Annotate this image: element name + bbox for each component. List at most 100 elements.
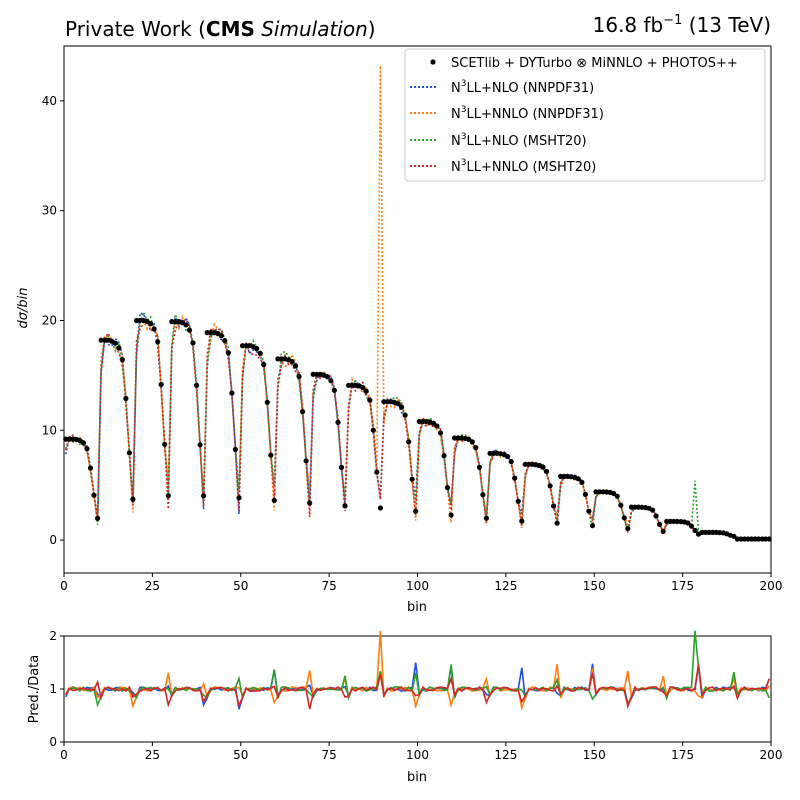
data-point [257,350,263,356]
data-point [437,430,444,436]
ratio-y-axis-label: Pred./Data [27,655,42,723]
x-tick-label: 100 [406,579,429,593]
x-tick-label: 175 [671,579,694,593]
header-left-title: Private Work (CMS Simulation) [65,17,376,41]
data-point [289,358,295,365]
data-point [543,468,550,475]
data-point [229,390,235,396]
data-point [660,528,666,535]
data-point [476,464,482,470]
data-point [611,490,617,497]
data-point [151,326,157,332]
data-point [434,423,440,429]
main-y-ticks: 0 10 20 30 40 [42,94,64,547]
legend-label-msht-nnlo: N3LL+NNLO (MSHT20) [451,158,596,175]
data-point [448,512,454,518]
data-point [225,350,231,356]
data-point [239,343,246,349]
x-tick-label: 200 [760,579,783,593]
x-tick-label: 50 [233,579,248,593]
data-point [331,387,337,393]
data-point [621,515,627,521]
y-tick-label: 10 [42,423,57,437]
x-tick-label: 0 [60,748,68,762]
data-point [593,489,599,495]
data-point [508,459,514,465]
legend-box [404,48,766,182]
data-point [618,502,624,508]
data-point [186,327,193,333]
header-suffix: ) [368,17,376,41]
data-point [441,453,447,459]
data-point [264,399,270,405]
data-point [381,399,387,405]
ratio-line-3 [65,630,770,708]
data-point [218,333,224,339]
data-point [745,536,751,542]
data-point [126,450,132,456]
data-point [515,498,521,504]
legend: SCETlib + DYTurbo ⊗ MiNNLO + PHOTOS++ N3… [404,48,766,182]
data-point [91,492,97,498]
data-point [756,536,762,542]
x-tick-label: 75 [321,579,336,593]
data-point [155,339,161,345]
main-y-axis-label: dσ/bin [16,288,31,329]
data-point [148,321,154,327]
main-data-points [63,317,772,542]
data-point [119,357,125,363]
legend-marker-data [430,59,436,65]
data-point [367,397,373,403]
data-point [650,507,656,513]
data-point [480,492,486,498]
data-point [123,395,129,402]
data-point [116,345,122,351]
data-point [112,340,118,346]
data-point [688,523,695,529]
data-point [130,496,136,502]
data-point [706,529,712,536]
data-point [625,525,631,532]
data-point [473,445,479,451]
data-point [766,536,772,542]
data-point [657,521,663,528]
data-point [519,518,525,524]
data-point [310,371,316,377]
y-tick-label: 1 [49,682,57,696]
data-point [190,340,196,346]
data-point [338,464,345,470]
ratio-x-axis-label: bin [407,770,427,785]
y-tick-label: 30 [42,204,57,218]
data-point [374,469,380,475]
data-point [505,454,511,460]
data-point [300,409,306,415]
main-plot-panel: 0 25 50 75 100 125 150 175 200 0 10 20 30 40 bin dσ/… [16,45,782,615]
data-point [236,495,242,501]
data-point [377,505,383,511]
data-point [483,515,489,521]
data-point [547,483,553,489]
x-tick-label: 175 [671,748,694,762]
data-point [731,533,737,539]
data-point [292,363,299,369]
data-point [575,476,581,482]
x-tick-label: 150 [583,748,606,762]
data-point [261,362,267,368]
data-point [614,493,620,499]
y-tick-label: 20 [42,313,57,327]
data-point [409,476,415,482]
ratio-x-ticks: 0 25 50 75 100 125 150 175 200 [60,742,782,762]
data-point [169,319,175,325]
x-tick-label: 200 [760,748,783,762]
data-point [268,452,274,458]
data-point [692,527,698,534]
ratio-line-4 [65,663,770,710]
main-x-axis-label: bin [407,600,427,615]
y-tick-label: 0 [49,533,57,547]
legend-label-msht-nlo: N3LL+NLO (MSHT20) [451,132,587,149]
x-tick-label: 75 [321,748,336,762]
header-cms: CMS [206,17,255,41]
ratio-plot-panel: 0 25 50 75 100 125 150 175 200 0 1 2 bin Pred./Dat… [27,629,782,785]
main-x-ticks: 0 25 50 75 100 125 150 175 200 [60,573,782,593]
